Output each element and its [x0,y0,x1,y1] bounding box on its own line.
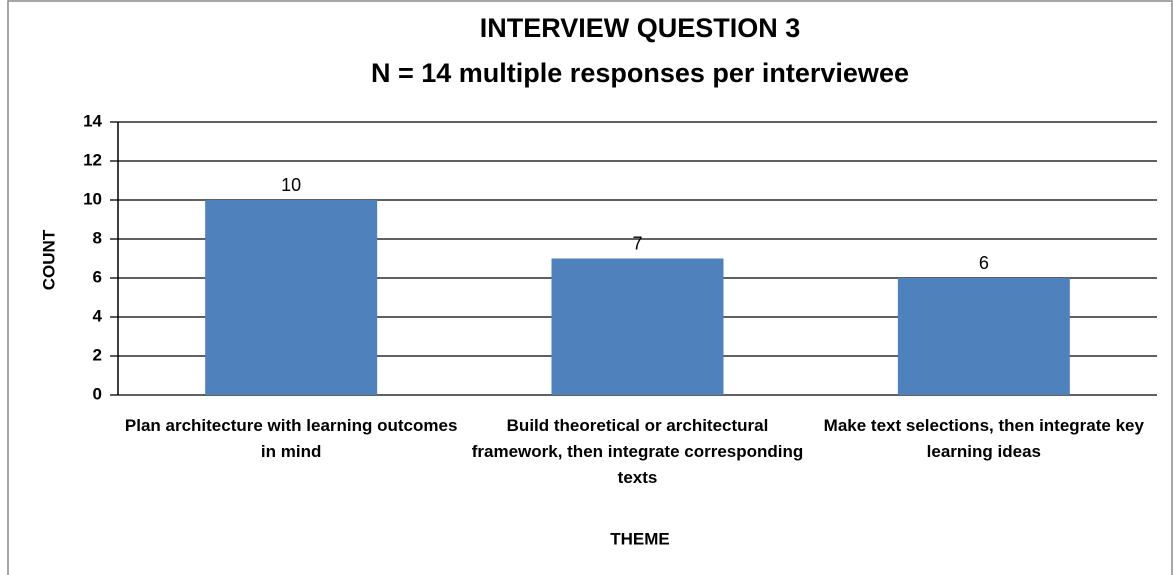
chart-subtitle: N = 14 multiple responses per interviewe… [371,58,909,88]
y-axis-label: COUNT [39,229,58,290]
x-tick-label: Make text selections, then integrate key… [823,416,1144,461]
x-tick-label: Plan architecture with learning outcomes… [124,416,458,461]
y-tick-label: 8 [93,228,102,247]
y-tick-label: 2 [93,345,102,364]
data-label: 10 [281,175,301,195]
y-tick-label: 6 [93,267,102,286]
y-tick-label: 4 [93,306,103,325]
chart-title: INTERVIEW QUESTION 3 [480,13,801,43]
bar [551,258,724,395]
y-tick-label: 12 [83,150,102,169]
y-tick-label: 14 [83,111,102,130]
chart-border [7,0,1173,575]
y-tick-label: 0 [93,384,102,403]
bar [205,200,378,395]
y-tick-label: 10 [83,189,102,208]
bar [897,278,1070,395]
data-label: 7 [632,233,642,253]
x-axis-label: THEME [610,529,670,548]
x-tick-label: Build theoretical or architectural frame… [471,416,804,487]
data-label: 6 [979,253,989,273]
